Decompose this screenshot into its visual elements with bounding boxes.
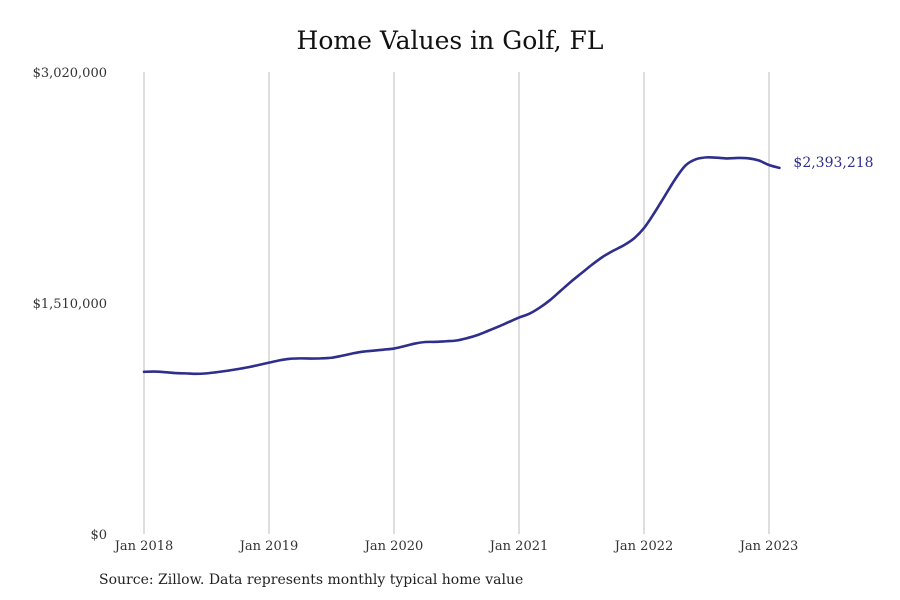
series-line: [142, 155, 781, 376]
x-axis: Jan 2018 Jan 2019 Jan 2020 Jan 2021 Jan 2022…: [113, 539, 799, 554]
chart-title: Home Values in Golf, FL: [296, 26, 604, 55]
y-tick-label: $0: [90, 528, 107, 543]
x-tick-label: Jan 2021: [488, 539, 549, 554]
x-tick-label: Jan 2023: [738, 539, 799, 554]
x-tick-label: Jan 2019: [238, 539, 299, 554]
x-tick-label: Jan 2018: [113, 539, 174, 554]
source-note: Source: Zillow. Data represents monthly …: [99, 572, 524, 588]
y-axis: $0 $1,510,000 $3,020,000: [33, 66, 107, 543]
x-tick-label: Jan 2020: [363, 539, 424, 554]
x-tick-label: Jan 2022: [613, 539, 674, 554]
y-tick-label: $1,510,000: [33, 297, 107, 312]
end-value-label: $2,393,218: [793, 155, 873, 171]
grid-lines: [143, 72, 770, 534]
series-group: $2,393,218: [142, 155, 874, 376]
y-tick-label: $3,020,000: [33, 66, 107, 81]
